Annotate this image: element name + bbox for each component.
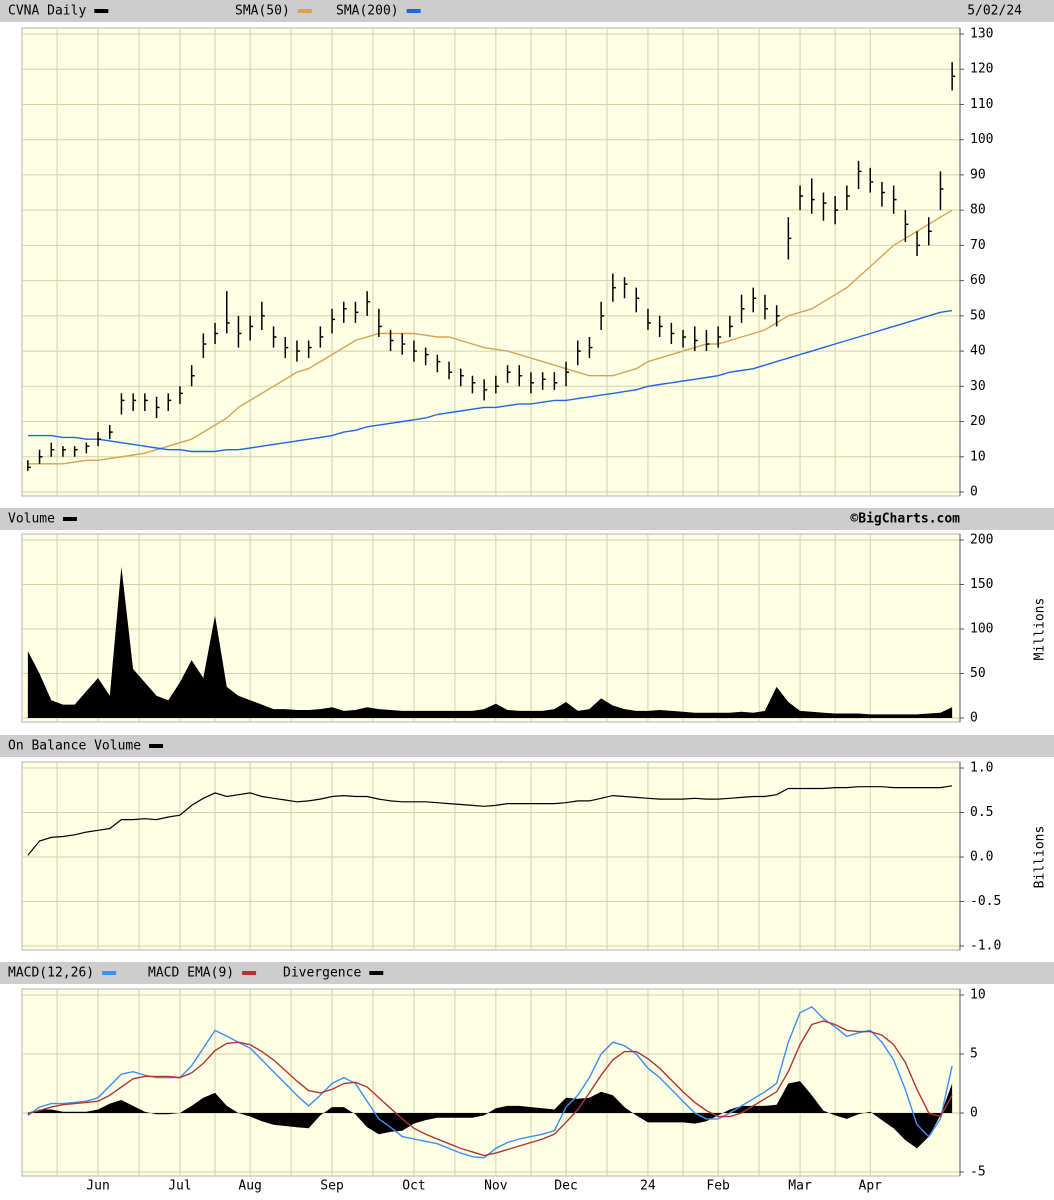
x-tick-label: 24: [640, 1179, 656, 1194]
y-tick-label: 130: [970, 27, 993, 42]
y-tick-label: 50: [970, 666, 986, 681]
y-tick-label: 50: [970, 308, 986, 323]
y-tick-label: 10: [970, 988, 986, 1003]
date-label: 5/02/24: [967, 4, 1022, 19]
y-tick-label: 100: [970, 132, 993, 147]
y-tick-label: 0: [970, 711, 978, 726]
y-tick-label: 70: [970, 238, 986, 253]
y-tick-label: 5: [970, 1047, 978, 1062]
y-tick-label: -0.5: [970, 894, 1001, 909]
legend-label: SMA(50): [235, 4, 290, 19]
y-tick-label: 30: [970, 379, 986, 394]
obv-line: [27, 785, 953, 856]
y-tick-label: 0.5: [970, 805, 993, 820]
y-tick-label: -5: [970, 1165, 986, 1180]
y-tick-label: 0: [970, 1106, 978, 1121]
x-tick-label: Sep: [320, 1179, 344, 1194]
legend-label: SMA(200): [336, 4, 399, 19]
x-tick-label: Aug: [238, 1179, 261, 1194]
x-tick-label: Oct: [402, 1179, 425, 1194]
x-tick-label: Feb: [706, 1179, 730, 1194]
y-tick-label: 120: [970, 62, 993, 77]
y-tick-label: 10: [970, 449, 986, 464]
y-tick-label: 110: [970, 97, 993, 112]
y-tick-label: 20: [970, 414, 986, 429]
series-line: [27, 1005, 953, 1159]
legend-label: Volume: [8, 512, 55, 527]
legend-label: On Balance Volume: [8, 739, 141, 754]
y-tick-label: 0.0: [970, 850, 993, 865]
series-line: [27, 1020, 953, 1157]
y-tick-label: 90: [970, 167, 986, 182]
x-tick-label: Jun: [86, 1179, 109, 1194]
plot-background: [21, 27, 961, 497]
legend-label: Divergence: [283, 966, 361, 981]
y-tick-label: 150: [970, 577, 993, 592]
x-tick-label: Mar: [788, 1179, 812, 1194]
x-tick-label: Jul: [168, 1179, 191, 1194]
x-tick-label: Apr: [859, 1179, 883, 1194]
y-axis-title: Millions: [1033, 598, 1048, 661]
volume-area: [27, 566, 953, 718]
x-tick-label: Dec: [554, 1179, 577, 1194]
y-axis-title: Billions: [1033, 826, 1048, 889]
y-tick-label: 200: [970, 533, 993, 548]
panel-header: [0, 508, 1054, 530]
plot-background: [21, 988, 961, 1177]
y-tick-label: -1.0: [970, 939, 1001, 954]
legend-label: MACD EMA(9): [148, 966, 234, 981]
panel-header: [0, 0, 1054, 22]
legend-label: CVNA Daily: [8, 4, 86, 19]
panel-header: [0, 962, 1054, 984]
credit: ©BigCharts.com: [850, 512, 960, 527]
y-tick-label: 60: [970, 273, 986, 288]
y-tick-label: 100: [970, 622, 993, 637]
x-tick-label: Nov: [484, 1179, 508, 1194]
y-tick-label: 80: [970, 203, 986, 218]
series-line: [27, 309, 953, 453]
y-tick-label: 0: [970, 485, 978, 500]
legend-label: MACD(12,26): [8, 966, 94, 981]
plot-background: [21, 761, 961, 951]
y-tick-label: 40: [970, 344, 986, 359]
plot-background: [21, 533, 961, 723]
panel-header: [0, 735, 1054, 757]
y-tick-label: 1.0: [970, 761, 993, 776]
series-line: [27, 209, 953, 465]
